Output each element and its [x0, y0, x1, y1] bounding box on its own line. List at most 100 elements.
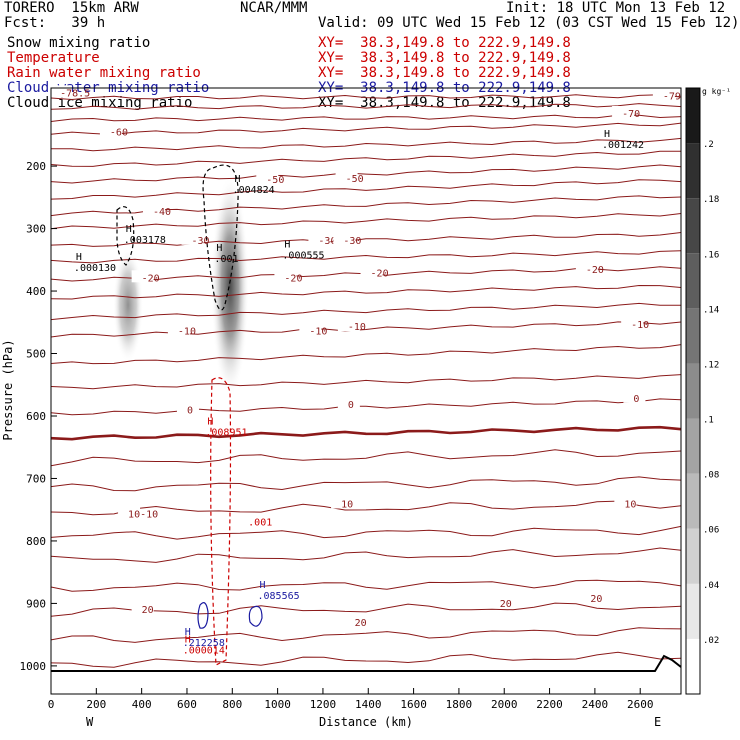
- isotherm-label-bg: [331, 496, 354, 509]
- isotherm-label: -10: [631, 320, 649, 331]
- isotherm-label-bg: [333, 232, 356, 245]
- x-tick-label: 2200: [536, 698, 563, 711]
- isotherm-line: [51, 137, 682, 152]
- y-tick-label: 400: [26, 285, 46, 298]
- isotherm-line: [50, 321, 682, 338]
- colorbar-swatch: [686, 143, 700, 199]
- isotherm-label: -20: [371, 268, 389, 279]
- colorbar-swatch: [686, 418, 700, 474]
- x-tick-label: 1000: [264, 698, 291, 711]
- colorbar-swatch: [686, 363, 700, 419]
- isotherm-line: [50, 103, 682, 110]
- isotherm-label-bg: [580, 590, 603, 603]
- colorbar-unit-label: g kg⁻¹: [702, 87, 731, 96]
- isotherm-label: 20: [142, 605, 154, 616]
- isotherm-label: 20: [500, 599, 512, 610]
- isotherm-label-bg: [337, 397, 360, 410]
- isotherm-label-bg: [131, 602, 154, 615]
- isotherm-label: 10: [624, 499, 636, 510]
- maximum-marker: H: [185, 635, 191, 646]
- isotherm-line: [50, 344, 682, 365]
- maximum-value: .000014: [183, 646, 225, 657]
- maximum-value: .000555: [282, 251, 324, 262]
- colorbar-tick-label: .18: [703, 195, 719, 205]
- x-tick-label: 2400: [582, 698, 609, 711]
- isotherm-label-bg: [344, 615, 367, 628]
- x-tick-label: 0: [48, 698, 55, 711]
- x-axis-label: Distance (km): [319, 715, 413, 729]
- y-tick-label: 900: [26, 597, 46, 610]
- x-tick-label: 2000: [491, 698, 518, 711]
- colorbar-swatch: [686, 528, 700, 584]
- isotherm-label: -30: [318, 236, 336, 247]
- x-tick-label: 2600: [627, 698, 654, 711]
- maximum-value: .212258: [183, 638, 225, 649]
- isotherm-label-bg: [308, 232, 331, 245]
- isotherm-label-bg: [360, 265, 383, 278]
- cloud-water-contour: [197, 602, 209, 629]
- colorbar-swatch: [686, 583, 700, 639]
- colorbar-tick-label: .12: [703, 360, 719, 370]
- maximum-marker: H: [185, 627, 191, 638]
- colorbar-tick-label: .06: [703, 526, 719, 536]
- isotherm-line: [50, 213, 682, 230]
- x-tick-label: 1800: [446, 698, 473, 711]
- colorbar-swatch: [686, 308, 700, 364]
- maximum-marker: H: [604, 129, 610, 140]
- maximum-marker: H: [235, 174, 241, 185]
- colorbar-tick-label: .14: [703, 305, 719, 315]
- isotherm-label-bg: [337, 319, 360, 332]
- isotherm-label: -20: [586, 265, 604, 276]
- maximum-value: .001: [214, 254, 238, 265]
- colorbar-swatch: [686, 473, 700, 529]
- colorbar-swatch: [686, 88, 700, 144]
- isotherm-label-bg: [614, 496, 637, 509]
- isotherm-label: -79: [663, 91, 681, 102]
- isotherm-line: [50, 302, 682, 321]
- isotherm-line: [50, 449, 682, 467]
- isotherm-label-bg: [176, 402, 199, 415]
- isotherm-label: -10: [348, 322, 366, 333]
- isotherm-label: -20: [284, 273, 302, 284]
- rain-contour-label: .001: [248, 517, 272, 528]
- isotherm-label-bg: [131, 270, 154, 283]
- isotherm-label: -40: [153, 207, 171, 218]
- maximum-marker: H: [284, 240, 290, 251]
- x-tick-label: 600: [177, 698, 197, 711]
- x-tick-label: 1400: [355, 698, 382, 711]
- isotherm-line: [50, 232, 682, 247]
- isotherm-label: -50: [346, 174, 364, 185]
- x-tick-label: 200: [86, 698, 106, 711]
- isotherm-label: 0: [348, 400, 354, 411]
- colorbar-tick-label: .04: [703, 581, 719, 591]
- isotherm-label: -78.5: [60, 88, 90, 99]
- x-tick-label: 1600: [400, 698, 427, 711]
- isotherm-label-bg: [612, 105, 635, 118]
- x-tick-label: 1200: [310, 698, 337, 711]
- maximum-marker: H: [259, 580, 265, 591]
- y-tick-label: 700: [26, 472, 46, 485]
- y-tick-label: 500: [26, 348, 46, 361]
- maximum-marker: H: [76, 252, 82, 263]
- org-title: NCAR/MMM: [240, 0, 308, 16]
- isotherm-line: [50, 651, 682, 668]
- colorbar-swatch: [686, 253, 700, 309]
- isotherm-label-bg: [167, 323, 190, 336]
- isotherm-line: [50, 579, 682, 592]
- maximum-value: .004824: [233, 185, 275, 196]
- plot-frame: [50, 87, 682, 695]
- isotherm-label: -60: [110, 128, 128, 139]
- isotherm-label-bg: [118, 506, 141, 519]
- isotherm-line: [50, 525, 682, 540]
- colorbar-frame: [685, 87, 701, 695]
- forecast-hour: Fcst: 39 h: [4, 15, 106, 31]
- maximum-value: .003178: [124, 235, 166, 246]
- rain-contour: [210, 377, 232, 666]
- isotherm-label: 0: [187, 406, 193, 417]
- freezing-isotherm: [50, 425, 682, 441]
- legend-temperature-xy: XY= 38.3,149.8 to 222.9,149.8: [318, 50, 571, 66]
- colorbar-tick-label: .2: [703, 140, 714, 150]
- x-end-label-west: W: [86, 715, 94, 729]
- isotherm-label-bg: [99, 124, 122, 137]
